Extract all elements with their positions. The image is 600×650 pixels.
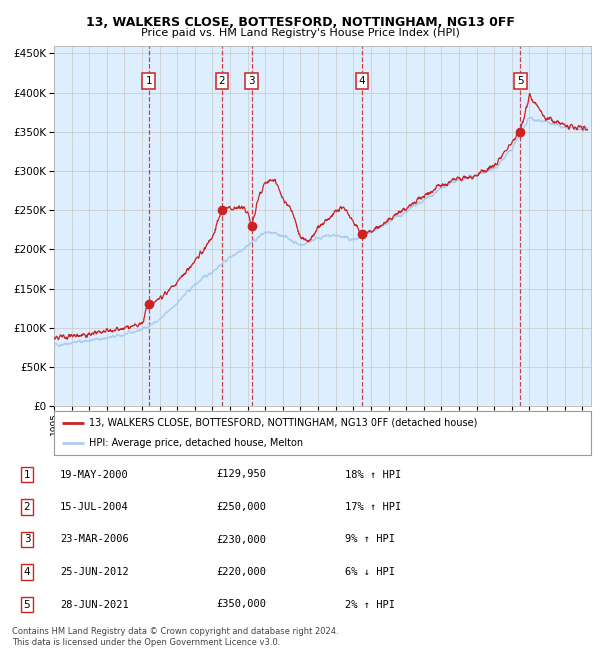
Text: 2: 2	[23, 502, 31, 512]
Text: 4: 4	[23, 567, 31, 577]
Text: 2: 2	[218, 76, 225, 86]
Text: £230,000: £230,000	[216, 534, 266, 545]
Text: 17% ↑ HPI: 17% ↑ HPI	[345, 502, 401, 512]
Text: 18% ↑ HPI: 18% ↑ HPI	[345, 469, 401, 480]
Text: 1: 1	[145, 76, 152, 86]
Text: 4: 4	[359, 76, 365, 86]
Text: 3: 3	[248, 76, 255, 86]
Text: 1: 1	[23, 469, 31, 480]
Text: 25-JUN-2012: 25-JUN-2012	[60, 567, 129, 577]
Text: £220,000: £220,000	[216, 567, 266, 577]
Text: 13, WALKERS CLOSE, BOTTESFORD, NOTTINGHAM, NG13 0FF (detached house): 13, WALKERS CLOSE, BOTTESFORD, NOTTINGHA…	[89, 418, 477, 428]
Text: 9% ↑ HPI: 9% ↑ HPI	[345, 534, 395, 545]
Text: 5: 5	[23, 599, 31, 610]
Text: Contains HM Land Registry data © Crown copyright and database right 2024.
This d: Contains HM Land Registry data © Crown c…	[12, 627, 338, 647]
Text: 6% ↓ HPI: 6% ↓ HPI	[345, 567, 395, 577]
Text: 28-JUN-2021: 28-JUN-2021	[60, 599, 129, 610]
Text: 13, WALKERS CLOSE, BOTTESFORD, NOTTINGHAM, NG13 0FF: 13, WALKERS CLOSE, BOTTESFORD, NOTTINGHA…	[86, 16, 514, 29]
Text: £350,000: £350,000	[216, 599, 266, 610]
Text: £129,950: £129,950	[216, 469, 266, 480]
Text: 2% ↑ HPI: 2% ↑ HPI	[345, 599, 395, 610]
Text: 23-MAR-2006: 23-MAR-2006	[60, 534, 129, 545]
Text: 19-MAY-2000: 19-MAY-2000	[60, 469, 129, 480]
Text: HPI: Average price, detached house, Melton: HPI: Average price, detached house, Melt…	[89, 438, 303, 448]
Text: £250,000: £250,000	[216, 502, 266, 512]
Text: Price paid vs. HM Land Registry's House Price Index (HPI): Price paid vs. HM Land Registry's House …	[140, 28, 460, 38]
Text: 15-JUL-2004: 15-JUL-2004	[60, 502, 129, 512]
Text: 3: 3	[23, 534, 31, 545]
Text: 5: 5	[517, 76, 524, 86]
